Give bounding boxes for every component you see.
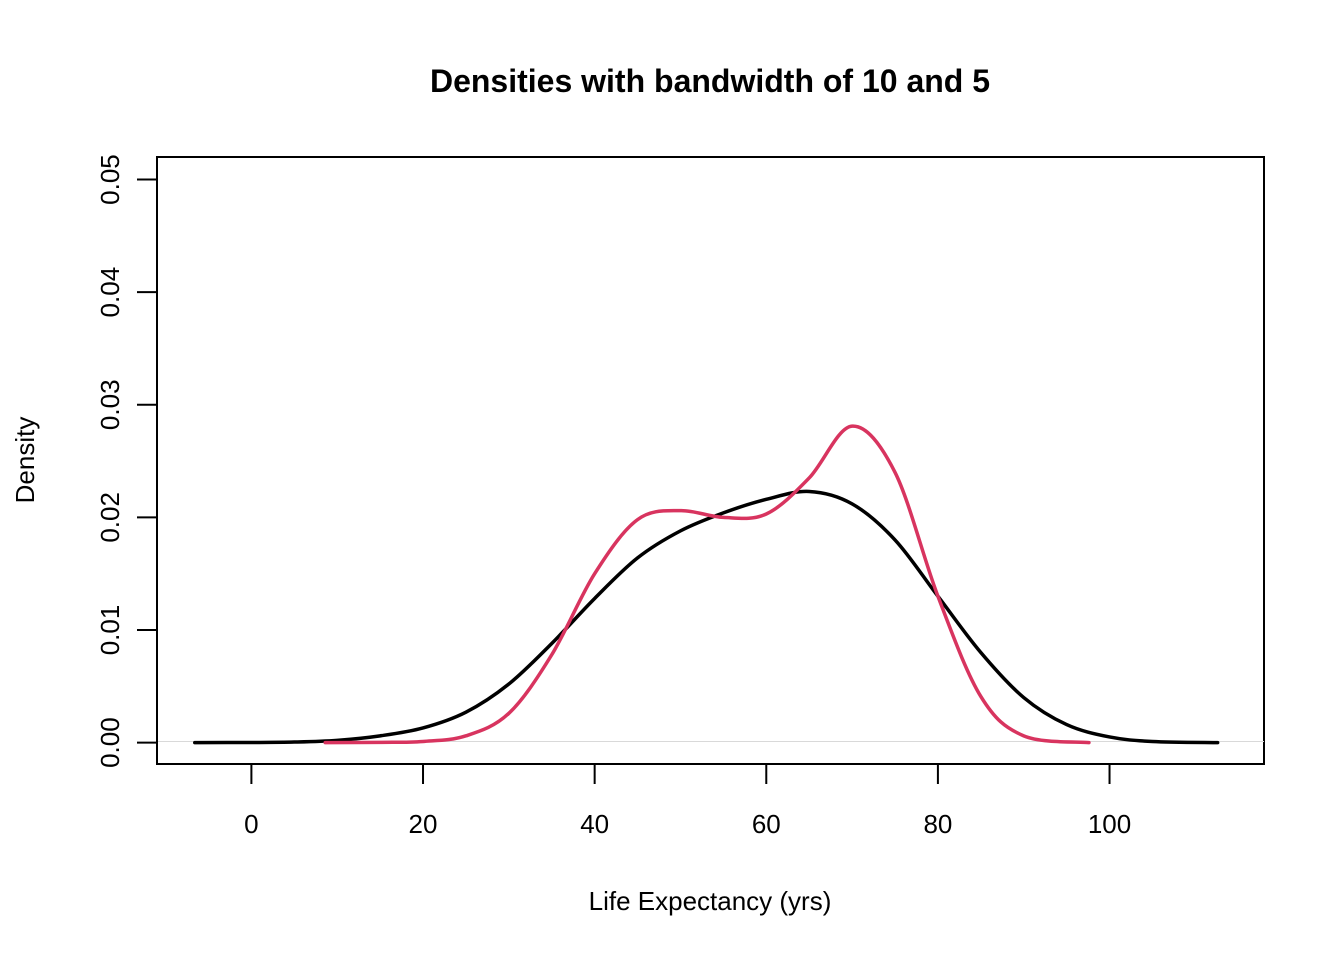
x-tick-label: 60: [752, 809, 781, 839]
y-tick-label: 0.04: [95, 267, 125, 318]
density-line-red: [323, 424, 1091, 745]
series-layer: [193, 424, 1220, 745]
x-tick-label: 20: [409, 809, 438, 839]
density-line-black: [193, 489, 1220, 745]
y-tick-label: 0.01: [95, 605, 125, 656]
x-tick-label: 40: [580, 809, 609, 839]
y-tick-label: 0.05: [95, 154, 125, 205]
x-tick-label: 100: [1088, 809, 1131, 839]
x-axis: 0 20 40 60 80 100: [244, 763, 1131, 839]
y-axis: 0.00 0.01 0.02 0.03 0.04 0.05: [95, 154, 158, 768]
x-tick-label: 80: [923, 809, 952, 839]
y-tick-label: 0.03: [95, 379, 125, 430]
x-axis-title: Life Expectancy (yrs): [589, 886, 832, 916]
plot-frame: [156, 156, 1265, 765]
y-tick-label: 0.02: [95, 492, 125, 543]
y-axis-title: Density: [10, 417, 40, 504]
x-tick-label: 0: [244, 809, 258, 839]
y-tick-label: 0.00: [95, 717, 125, 768]
chart-title: Densities with bandwidth of 10 and 5: [430, 63, 990, 99]
